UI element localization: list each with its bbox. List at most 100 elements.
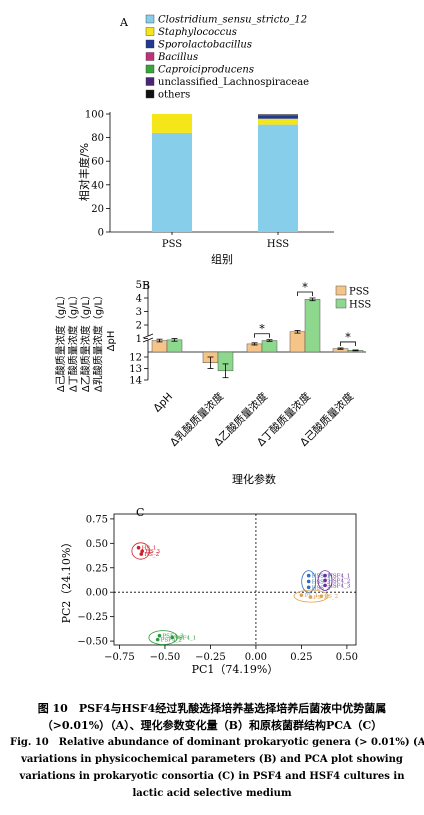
- panel-b-plot: 12345121314ΔpHΔ乳酸质量浓度Δ乙酸质量浓度Δ丁酸质量浓度Δ己酸质量…: [54, 280, 371, 486]
- caption-en-line-4: lactic acid selective medium: [132, 788, 292, 799]
- panel-a-ytick-label-80: 80: [91, 133, 104, 144]
- panel-c-point-hs-3: [140, 549, 145, 553]
- panel-b-ytick-label-2: 2: [136, 321, 142, 332]
- panel-c-point-label-hss-1: HSS_1: [312, 574, 331, 580]
- panel-b-xtick-label-0: ΔpH: [151, 391, 175, 415]
- panel-c-point-hss-2: [306, 585, 311, 590]
- caption-en-line-1: Fig. 10 Relative abundance of dominant p…: [10, 737, 424, 748]
- panel-b-ytick-label-neg-13: 13: [129, 364, 142, 375]
- bar-segment-hss-sporolactobacillus: [258, 115, 298, 119]
- bar-hss-2: [261, 340, 278, 353]
- panel-a-y-axis-title: 相对丰度/%: [77, 143, 91, 201]
- bar-hss-0: [166, 339, 183, 353]
- panel-c-ytick-label-4: 0.50: [86, 539, 108, 550]
- legend-swatch-caproiciproducens: [145, 64, 155, 74]
- panel-c-xtick-label-5: 0.50: [336, 652, 358, 663]
- panel-c-point-hsf4-1: [323, 573, 327, 578]
- panel-c-point-hsf4-2: [323, 578, 327, 583]
- panel-c-cluster-ellipse-hs: [131, 542, 150, 560]
- legend-label-others: others: [158, 90, 190, 101]
- panel-c-point-psf4-1: [170, 635, 175, 640]
- panel-a-ytick-label-0: 0: [98, 228, 104, 239]
- panel-c-ytick-label-0: −0.50: [77, 637, 108, 648]
- panel-b-ytick-label-neg-12: 12: [129, 353, 142, 364]
- significance-star-3: *: [302, 281, 308, 294]
- legend-label-caproiciproducens: Caproiciproducens: [158, 65, 254, 76]
- panel-c-cluster-ellipse-hss: [301, 570, 317, 593]
- panel-c-point-ps-2: [319, 594, 324, 598]
- panel-b-y-axis-title-line-2: Δ乙酸质量浓度（g/L）: [79, 290, 92, 392]
- significance-bracket-2: [254, 333, 270, 338]
- legend-swatch-staphylococcus: [145, 27, 155, 36]
- panel-c-ytick-label-3: 0.25: [86, 563, 108, 574]
- panel-c-point-hs-1: [136, 545, 141, 550]
- legend-label-staphylococcus: Staphylococcus: [158, 27, 237, 38]
- legend-swatch-sporolactobacillus: [145, 39, 155, 49]
- panel-b-y-axis-title-line-1: Δ丁酸质量浓度（g/L）: [67, 290, 80, 392]
- panel-b-y-axis-title-line-4: ΔpH: [106, 331, 117, 352]
- panel-a: A Clostridium_sensu_stricto_12Staphyloco…: [77, 15, 334, 266]
- panel-c-xtick-label-3: 0.00: [245, 652, 267, 663]
- panel-b-ytick-label-5: 5: [136, 280, 142, 291]
- panel-c-point-label-hs-2: HS_2: [144, 552, 159, 558]
- panel-c: C −0.75 −0.50 −0.25 0.00 0.25 0.50 −0.50 −0.25 0…: [60, 506, 358, 676]
- panel-c-label: C: [136, 506, 144, 519]
- panel-c-ytick-label-2: 0.00: [86, 588, 108, 599]
- panel-b-ytick-label-3: 3: [136, 307, 142, 318]
- panel-c-point-hsf4-3: [323, 583, 327, 588]
- caption-zh-line-1: 图 10 PSF4与HSF4经过乳酸选择培养基选择培养后菌液中优势菌属: [37, 702, 387, 715]
- legend-swatch-unclassified-lachnospiraceae: [145, 77, 155, 86]
- panel-a-ytick-label-60: 60: [91, 157, 104, 168]
- panel-c-point-label-ps-3: PS_3: [314, 595, 328, 601]
- panel-b-ytick-label-1: 1: [136, 334, 142, 345]
- panel-b: B 12345121314ΔpHΔ乳酸质量浓度Δ乙酸质量浓度Δ丁酸质量浓度Δ己酸…: [54, 279, 371, 486]
- panel-a-label: A: [119, 16, 129, 29]
- legend-swatch-others: [145, 89, 155, 99]
- caption-en-line-3: variations in prokaryotic consortia (C) …: [19, 771, 405, 782]
- panel-b-label: B: [142, 279, 150, 292]
- panel-c-point-psf4-2: [155, 637, 160, 642]
- significance-bracket-3: [297, 291, 313, 296]
- panel-b-legend-label-pss: PSS: [349, 287, 369, 298]
- panel-c-ytick-label-1: −0.25: [77, 612, 108, 623]
- panel-c-plot: −0.75 −0.50 −0.25 0.00 0.25 0.50 −0.50 −0.25 0.0…: [60, 513, 358, 676]
- significance-star-2: *: [259, 323, 265, 336]
- bar-segment-hss-clostridium-sensu-stricto-12: [258, 124, 298, 232]
- panel-a-legend: Clostridium_sensu_stricto_12Staphylococc…: [145, 15, 309, 101]
- panel-c-point-hss-3: [306, 579, 311, 584]
- panel-c-xtick-label-2: −0.25: [195, 652, 226, 663]
- panel-a-x-axis-title: 组别: [211, 252, 233, 266]
- panel-b-legend-swatch-pss: [335, 285, 347, 296]
- panel-c-xtick-label-0: −0.75: [104, 652, 135, 663]
- panel-c-point-label-hsf4-2: HSF4_2: [328, 578, 350, 584]
- panel-c-plot-frame: [113, 513, 357, 646]
- bar-segment-pss-staphylococcus: [152, 114, 192, 133]
- panel-c-point-label-hsf4-1: HSF4_1: [328, 574, 350, 580]
- bar-pss-3: [289, 331, 306, 353]
- panel-c-xtick-label-4: 0.25: [290, 652, 312, 663]
- panel-c-ytick-label-5: 0.75: [86, 514, 108, 525]
- panel-b-ytick-label-4: 4: [136, 294, 142, 305]
- bar-hss-3: [304, 299, 321, 353]
- panel-c-xtick-label-1: −0.50: [150, 652, 181, 663]
- panel-c-point-psf4-3: [157, 633, 162, 638]
- panel-a-ytick-label-40: 40: [91, 180, 104, 191]
- legend-label-unclassified-lachnospiraceae: unclassified_Lachnospiraceae: [158, 77, 309, 88]
- panel-b-legend-swatch-hss: [335, 298, 347, 309]
- panel-c-cluster-ellipse-psf4: [148, 630, 178, 645]
- panel-a-ytick-label-100: 100: [85, 110, 104, 121]
- panel-c-cluster-ellipse-ps: [293, 589, 329, 603]
- bar-segment-hss-staphylococcus: [258, 118, 298, 125]
- legend-label-clostridium-sensu-stricto-12: Clostridium_sensu_stricto_12: [158, 15, 307, 26]
- panel-b-axis-break-mark: [142, 333, 154, 343]
- significance-star-4: *: [345, 331, 351, 344]
- panel-b-y-axis-title-line-0: Δ己酸质量浓度（g/L）: [54, 290, 67, 392]
- panel-c-point-label-hss-3: HSS_3: [312, 579, 331, 585]
- panel-a-plot: 0 20 40 60 80 100 PSS HSS 组别 相对丰度/%: [77, 110, 334, 266]
- panel-c-x-axis-title: PC1（74.19%）: [192, 663, 279, 676]
- panel-c-point-label-hsf4-3: HSF4_3: [328, 583, 351, 589]
- figure-caption: 图 10 PSF4与HSF4经过乳酸选择培养基选择培养后菌液中优势菌属 （>0.…: [10, 700, 424, 802]
- legend-swatch-bacillus: [145, 52, 155, 61]
- caption-zh-line-2: （>0.01%）（A）、理化参数变化量（B）和原核菌群结构PCA（C）: [41, 719, 383, 732]
